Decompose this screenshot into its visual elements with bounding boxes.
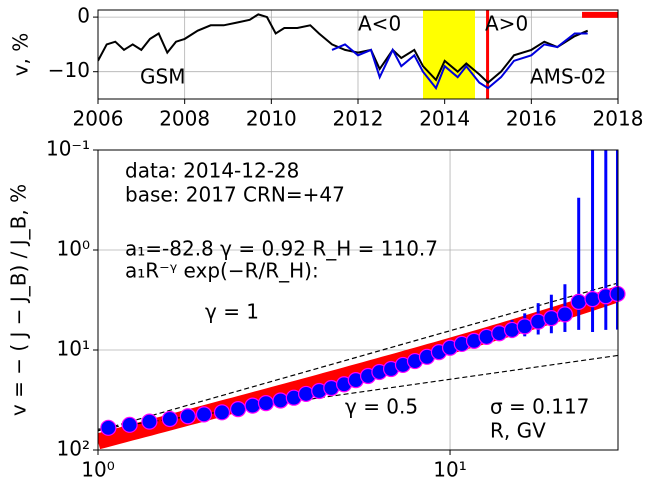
y-tick-label: 10⁰ [57, 237, 90, 261]
y-tick-label: 10¹ [57, 337, 90, 361]
data-point [297, 385, 315, 403]
data-point [141, 413, 158, 430]
series-label: AMS-02 [530, 65, 606, 89]
annotation: base: 2017 CRN=+47 [125, 183, 345, 207]
data-point [179, 408, 196, 425]
x-tick-label: 2016 [506, 107, 557, 131]
x-tick-label: 2008 [159, 107, 210, 131]
annotation: A<0 [358, 12, 401, 36]
data-point [229, 401, 247, 418]
y-tick-label: 10² [57, 437, 90, 461]
data-point [244, 397, 261, 414]
data-point [161, 410, 178, 428]
y-tick-label: 10⁻¹ [46, 137, 90, 161]
data-point [213, 404, 231, 421]
annotation: data: 2014-12-28 [125, 159, 299, 183]
x-axis-label: R, GV [490, 419, 546, 443]
x-tick-label: 2014 [419, 107, 470, 131]
data-point [195, 406, 213, 423]
series-line [98, 13, 589, 84]
data-point [584, 291, 601, 308]
x-tick-label: 2010 [246, 107, 297, 131]
annotation: σ = 0.117 [490, 395, 589, 419]
series-label: GSM [140, 65, 185, 89]
x-tick-label: 10¹ [433, 458, 466, 482]
data-point [530, 313, 547, 330]
annotation: A>0 [485, 12, 528, 36]
y-axis-label: v = − ( J − J_B) / J_B, % [7, 184, 31, 416]
y-tick-label: 0 [77, 4, 90, 28]
data-point [121, 416, 138, 433]
series-line [331, 32, 588, 91]
data-point [543, 310, 560, 327]
x-tick-label: 2018 [593, 107, 644, 131]
x-tick-label: 2006 [73, 107, 124, 131]
data-point [257, 395, 275, 412]
x-tick-label: 2012 [333, 107, 384, 131]
data-point [516, 318, 533, 335]
reference-label: γ = 0.5 [345, 395, 418, 419]
shaded-span [423, 10, 475, 99]
reference-line [98, 282, 618, 432]
annotation: a₁=-82.8 γ = 0.92 R_H = 110.7 [125, 237, 438, 261]
data-point [272, 392, 289, 409]
plot-area [98, 10, 618, 99]
data-point [100, 419, 117, 436]
reference-label: γ = 1 [205, 300, 259, 324]
y-axis-label: v, % [9, 33, 33, 77]
x-tick-label: 10⁰ [81, 458, 114, 482]
plot-frame [97, 9, 619, 100]
y-tick-label: −10 [48, 58, 90, 82]
data-point [609, 285, 626, 303]
annotation: a₁R⁻ᵞ exp(−R/R_H): [125, 259, 319, 283]
data-point [556, 306, 574, 323]
data-point [570, 293, 587, 310]
plot-frame [97, 149, 619, 451]
